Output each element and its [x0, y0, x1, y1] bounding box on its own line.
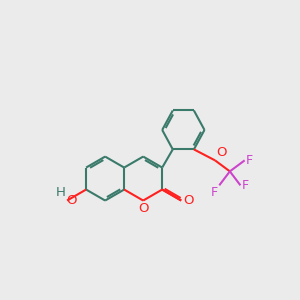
- Text: O: O: [138, 202, 148, 215]
- Text: O: O: [183, 194, 194, 207]
- Text: F: F: [246, 154, 253, 167]
- Text: O: O: [66, 194, 76, 207]
- Text: F: F: [211, 186, 218, 200]
- Text: H: H: [56, 187, 66, 200]
- Text: F: F: [242, 179, 249, 192]
- Text: O: O: [216, 146, 226, 159]
